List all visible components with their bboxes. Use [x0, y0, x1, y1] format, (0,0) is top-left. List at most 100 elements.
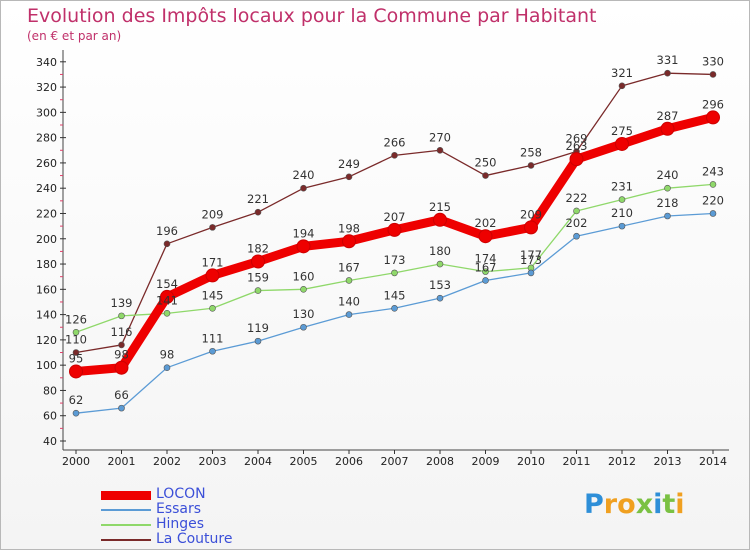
data-label: 174: [475, 252, 497, 266]
data-label: 173: [520, 253, 542, 267]
data-point: [478, 229, 493, 244]
data-point: [709, 71, 717, 78]
y-tick-label: 200: [36, 233, 57, 246]
data-label: 207: [384, 210, 406, 224]
legend-swatch: [101, 491, 151, 500]
data-label: 275: [611, 124, 633, 138]
data-label: 126: [65, 312, 87, 326]
data-point: [251, 254, 265, 269]
y-tick-label: 320: [36, 81, 57, 94]
y-tick-label: 300: [36, 106, 57, 119]
data-point: [433, 212, 447, 227]
x-tick-label: 2009: [472, 455, 500, 468]
legend-label: Hinges: [156, 516, 205, 532]
data-point: [345, 311, 353, 318]
data-point: [664, 184, 671, 192]
legend-label: La Couture: [156, 531, 233, 547]
data-label: 145: [384, 288, 406, 302]
data-point: [72, 409, 80, 417]
data-label: 266: [384, 135, 406, 149]
data-point: [69, 364, 83, 379]
logo-letter: t: [662, 489, 676, 520]
data-point: [209, 304, 216, 312]
data-point: [163, 310, 171, 317]
y-tick-label: 220: [36, 207, 57, 220]
data-point: [709, 181, 717, 188]
data-label: 249: [338, 157, 360, 171]
data-label: 287: [657, 109, 679, 123]
data-point: [527, 162, 535, 169]
data-point: [300, 286, 307, 293]
x-tick-label: 2010: [517, 455, 545, 468]
data-point: [573, 232, 580, 240]
legend-label: Essars: [156, 501, 202, 517]
data-label: 258: [520, 145, 542, 159]
data-point: [209, 347, 216, 355]
data-point: [163, 240, 171, 248]
x-tick-label: 2000: [62, 455, 90, 468]
data-label: 111: [202, 331, 224, 345]
data-point: [118, 312, 125, 320]
data-label: 202: [566, 216, 588, 230]
data-label: 263: [566, 139, 588, 153]
data-point: [664, 69, 671, 77]
y-tick-label: 160: [36, 283, 57, 296]
y-tick-label: 140: [36, 309, 57, 322]
x-tick-label: 2007: [381, 455, 409, 468]
x-tick-label: 2005: [290, 455, 318, 468]
data-point: [205, 268, 220, 283]
data-point: [569, 152, 584, 167]
data-label: 110: [65, 333, 87, 347]
y-tick-label: 100: [36, 359, 57, 372]
data-label: 130: [293, 307, 315, 321]
y-tick-label: 60: [43, 410, 57, 423]
y-tick-label: 280: [36, 132, 57, 145]
data-label: 231: [611, 180, 633, 194]
data-label: 196: [156, 224, 178, 238]
data-point: [618, 82, 626, 90]
data-label: 240: [657, 168, 679, 182]
data-label: 270: [429, 130, 451, 144]
data-point: [573, 207, 580, 215]
data-point: [114, 360, 129, 375]
data-label: 119: [247, 321, 269, 335]
y-tick-label: 340: [36, 56, 57, 69]
legend-swatch: [101, 509, 151, 511]
data-point: [254, 208, 262, 216]
data-point: [387, 222, 402, 237]
data-label: 98: [114, 348, 129, 362]
data-label: 321: [611, 66, 633, 80]
data-label: 209: [202, 207, 224, 221]
x-tick-label: 2001: [108, 455, 136, 468]
data-label: 222: [566, 191, 588, 205]
data-point: [664, 212, 671, 220]
data-label: 173: [384, 253, 406, 267]
data-label: 296: [702, 97, 724, 111]
data-point: [436, 260, 444, 268]
legend-swatch: [101, 524, 151, 526]
data-label: 194: [293, 226, 315, 240]
chart-subtitle: (en € et par an): [27, 29, 122, 43]
logo-letter: i: [675, 489, 685, 520]
proxiti-logo: Proxiti: [584, 489, 685, 520]
legend-swatch: [101, 539, 151, 541]
data-label: 160: [293, 269, 315, 283]
data-label: 215: [429, 200, 451, 214]
data-label: 140: [338, 295, 360, 309]
data-point: [618, 222, 626, 230]
data-label: 62: [69, 393, 84, 407]
data-point: [163, 364, 171, 371]
data-label: 171: [202, 255, 224, 269]
data-point: [527, 269, 535, 277]
data-label: 209: [520, 207, 542, 221]
x-tick-label: 2008: [426, 455, 454, 468]
data-point: [118, 404, 125, 412]
data-point: [615, 136, 629, 151]
data-point: [300, 184, 307, 192]
data-point: [72, 349, 80, 356]
data-point: [482, 268, 489, 275]
data-point: [709, 210, 717, 217]
data-point: [296, 239, 311, 254]
logo-letter: x: [635, 489, 654, 520]
